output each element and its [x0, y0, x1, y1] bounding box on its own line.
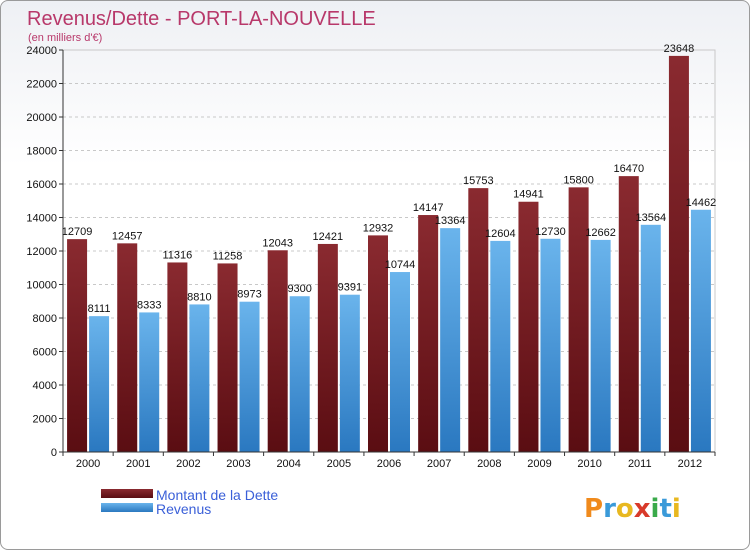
- data-labels: 12709 8111 12457 8333 11316 8810 11258 8973 1204…: [62, 43, 716, 315]
- data-label-debt-2007: 14147: [413, 202, 444, 214]
- bar-revenue-2012: [690, 209, 711, 452]
- y-tick-label: 24000: [26, 45, 57, 57]
- bar-revenue-2011: [640, 224, 661, 452]
- data-label-revenue-2010: 12662: [585, 227, 616, 239]
- data-label-revenue-2004: 9300: [287, 283, 311, 295]
- x-tick-label: 2000: [76, 458, 100, 470]
- bar-debt-2004: [267, 250, 288, 452]
- y-tick-label: 6000: [33, 347, 57, 359]
- data-label-debt-2004: 12043: [262, 237, 293, 249]
- bar-debt-2011: [618, 176, 639, 452]
- bar-debt-2007: [418, 215, 439, 452]
- data-label-revenue-2009: 12730: [535, 226, 566, 238]
- x-tick-label: 2007: [427, 458, 451, 470]
- bar-debt-2002: [167, 262, 188, 452]
- data-label-revenue-2005: 9391: [338, 282, 362, 294]
- x-tick-label: 2004: [276, 458, 300, 470]
- bar-debt-2005: [317, 243, 338, 452]
- x-tick-label: 2005: [327, 458, 351, 470]
- data-label-debt-2005: 12421: [313, 231, 344, 243]
- data-label-debt-2001: 12457: [112, 230, 143, 242]
- y-tick-label: 2000: [33, 414, 57, 426]
- bar-revenue-2002: [189, 304, 210, 452]
- bar-debt-2008: [468, 188, 489, 452]
- grid: [62, 49, 716, 453]
- x-tick-label: 2009: [527, 458, 551, 470]
- x-tick-label: 2008: [477, 458, 501, 470]
- data-label-debt-2002: 11316: [162, 249, 192, 261]
- x-tick-label: 2011: [628, 458, 652, 470]
- bar-revenue-2003: [239, 301, 260, 452]
- x-tick-label: 2001: [126, 458, 150, 470]
- data-label-debt-2012: 23648: [664, 43, 695, 55]
- x-tick-label: 2003: [226, 458, 250, 470]
- bar-revenue-2005: [339, 294, 360, 452]
- bar-revenue-2006: [390, 272, 410, 452]
- bar-revenue-2007: [440, 228, 461, 452]
- data-label-revenue-2012: 14462: [686, 197, 717, 209]
- x-tick-label: 2010: [577, 458, 601, 470]
- data-label-revenue-2008: 12604: [485, 228, 516, 240]
- data-label-revenue-2006: 10744: [385, 259, 416, 271]
- legend-label-debt: Montant de la Dette: [156, 487, 278, 503]
- data-label-debt-2009: 14941: [513, 189, 544, 201]
- y-tick-label: 14000: [26, 213, 57, 225]
- logo-text: Proxiti: [584, 494, 681, 524]
- bar-revenue-2008: [490, 240, 511, 452]
- y-tick-label: 0: [51, 447, 57, 459]
- y-tick-label: 12000: [26, 246, 57, 258]
- y-tick-label: 8000: [33, 313, 57, 325]
- y-tick-label: 20000: [26, 112, 57, 124]
- bar-debt-2003: [217, 263, 238, 452]
- data-label-debt-2000: 12709: [62, 226, 93, 238]
- y-tick-label: 16000: [26, 179, 57, 191]
- legend-label-revenue: Revenus: [156, 501, 211, 517]
- data-label-debt-2011: 16470: [613, 163, 644, 175]
- x-tick-label: 2002: [176, 458, 200, 470]
- data-label-debt-2006: 12932: [363, 222, 394, 234]
- x-tick-label: 2012: [678, 458, 702, 470]
- data-label-revenue-2007: 13364: [435, 215, 466, 227]
- legend-swatch-debt: [101, 489, 153, 498]
- y-tick-label: 10000: [26, 280, 57, 292]
- legend: Montant de la Dette Revenus: [101, 487, 278, 517]
- chart-title: Revenus/Dette - PORT-LA-NOUVELLE: [27, 8, 376, 30]
- bar-revenue-2009: [540, 238, 561, 452]
- bar-revenue-2010: [590, 239, 611, 452]
- legend-swatch-revenue: [101, 503, 153, 512]
- bar-debt-2006: [368, 235, 388, 452]
- y-tick-label: 4000: [33, 380, 57, 392]
- data-label-debt-2008: 15753: [463, 175, 494, 187]
- bar-debt-2009: [518, 201, 539, 452]
- data-label-revenue-2000: 8111: [88, 303, 111, 315]
- proxiti-logo: Proxiti: [584, 494, 681, 524]
- bars: [67, 55, 711, 453]
- data-label-revenue-2003: 8973: [237, 289, 261, 301]
- data-label-revenue-2002: 8810: [187, 291, 211, 303]
- x-tick-label: 2006: [377, 458, 401, 470]
- bar-debt-2012: [668, 55, 689, 453]
- bar-revenue-2001: [139, 312, 160, 452]
- data-label-revenue-2001: 8333: [137, 299, 161, 311]
- bar-debt-2010: [568, 187, 589, 452]
- data-label-revenue-2011: 13564: [635, 212, 666, 224]
- bar-debt-2000: [67, 239, 88, 452]
- data-label-debt-2003: 11258: [213, 250, 243, 262]
- y-tick-label: 18000: [26, 146, 57, 158]
- chart-subtitle: (en milliers d'€): [28, 32, 102, 44]
- bar-debt-2001: [117, 243, 138, 452]
- bar-revenue-2004: [289, 296, 310, 452]
- axes: 0 2000 4000 6000 8000 10000 12000 14000 16000 180…: [26, 45, 716, 470]
- data-label-debt-2010: 15800: [563, 174, 594, 186]
- bar-revenue-2000: [89, 316, 110, 452]
- y-tick-label: 22000: [26, 79, 57, 91]
